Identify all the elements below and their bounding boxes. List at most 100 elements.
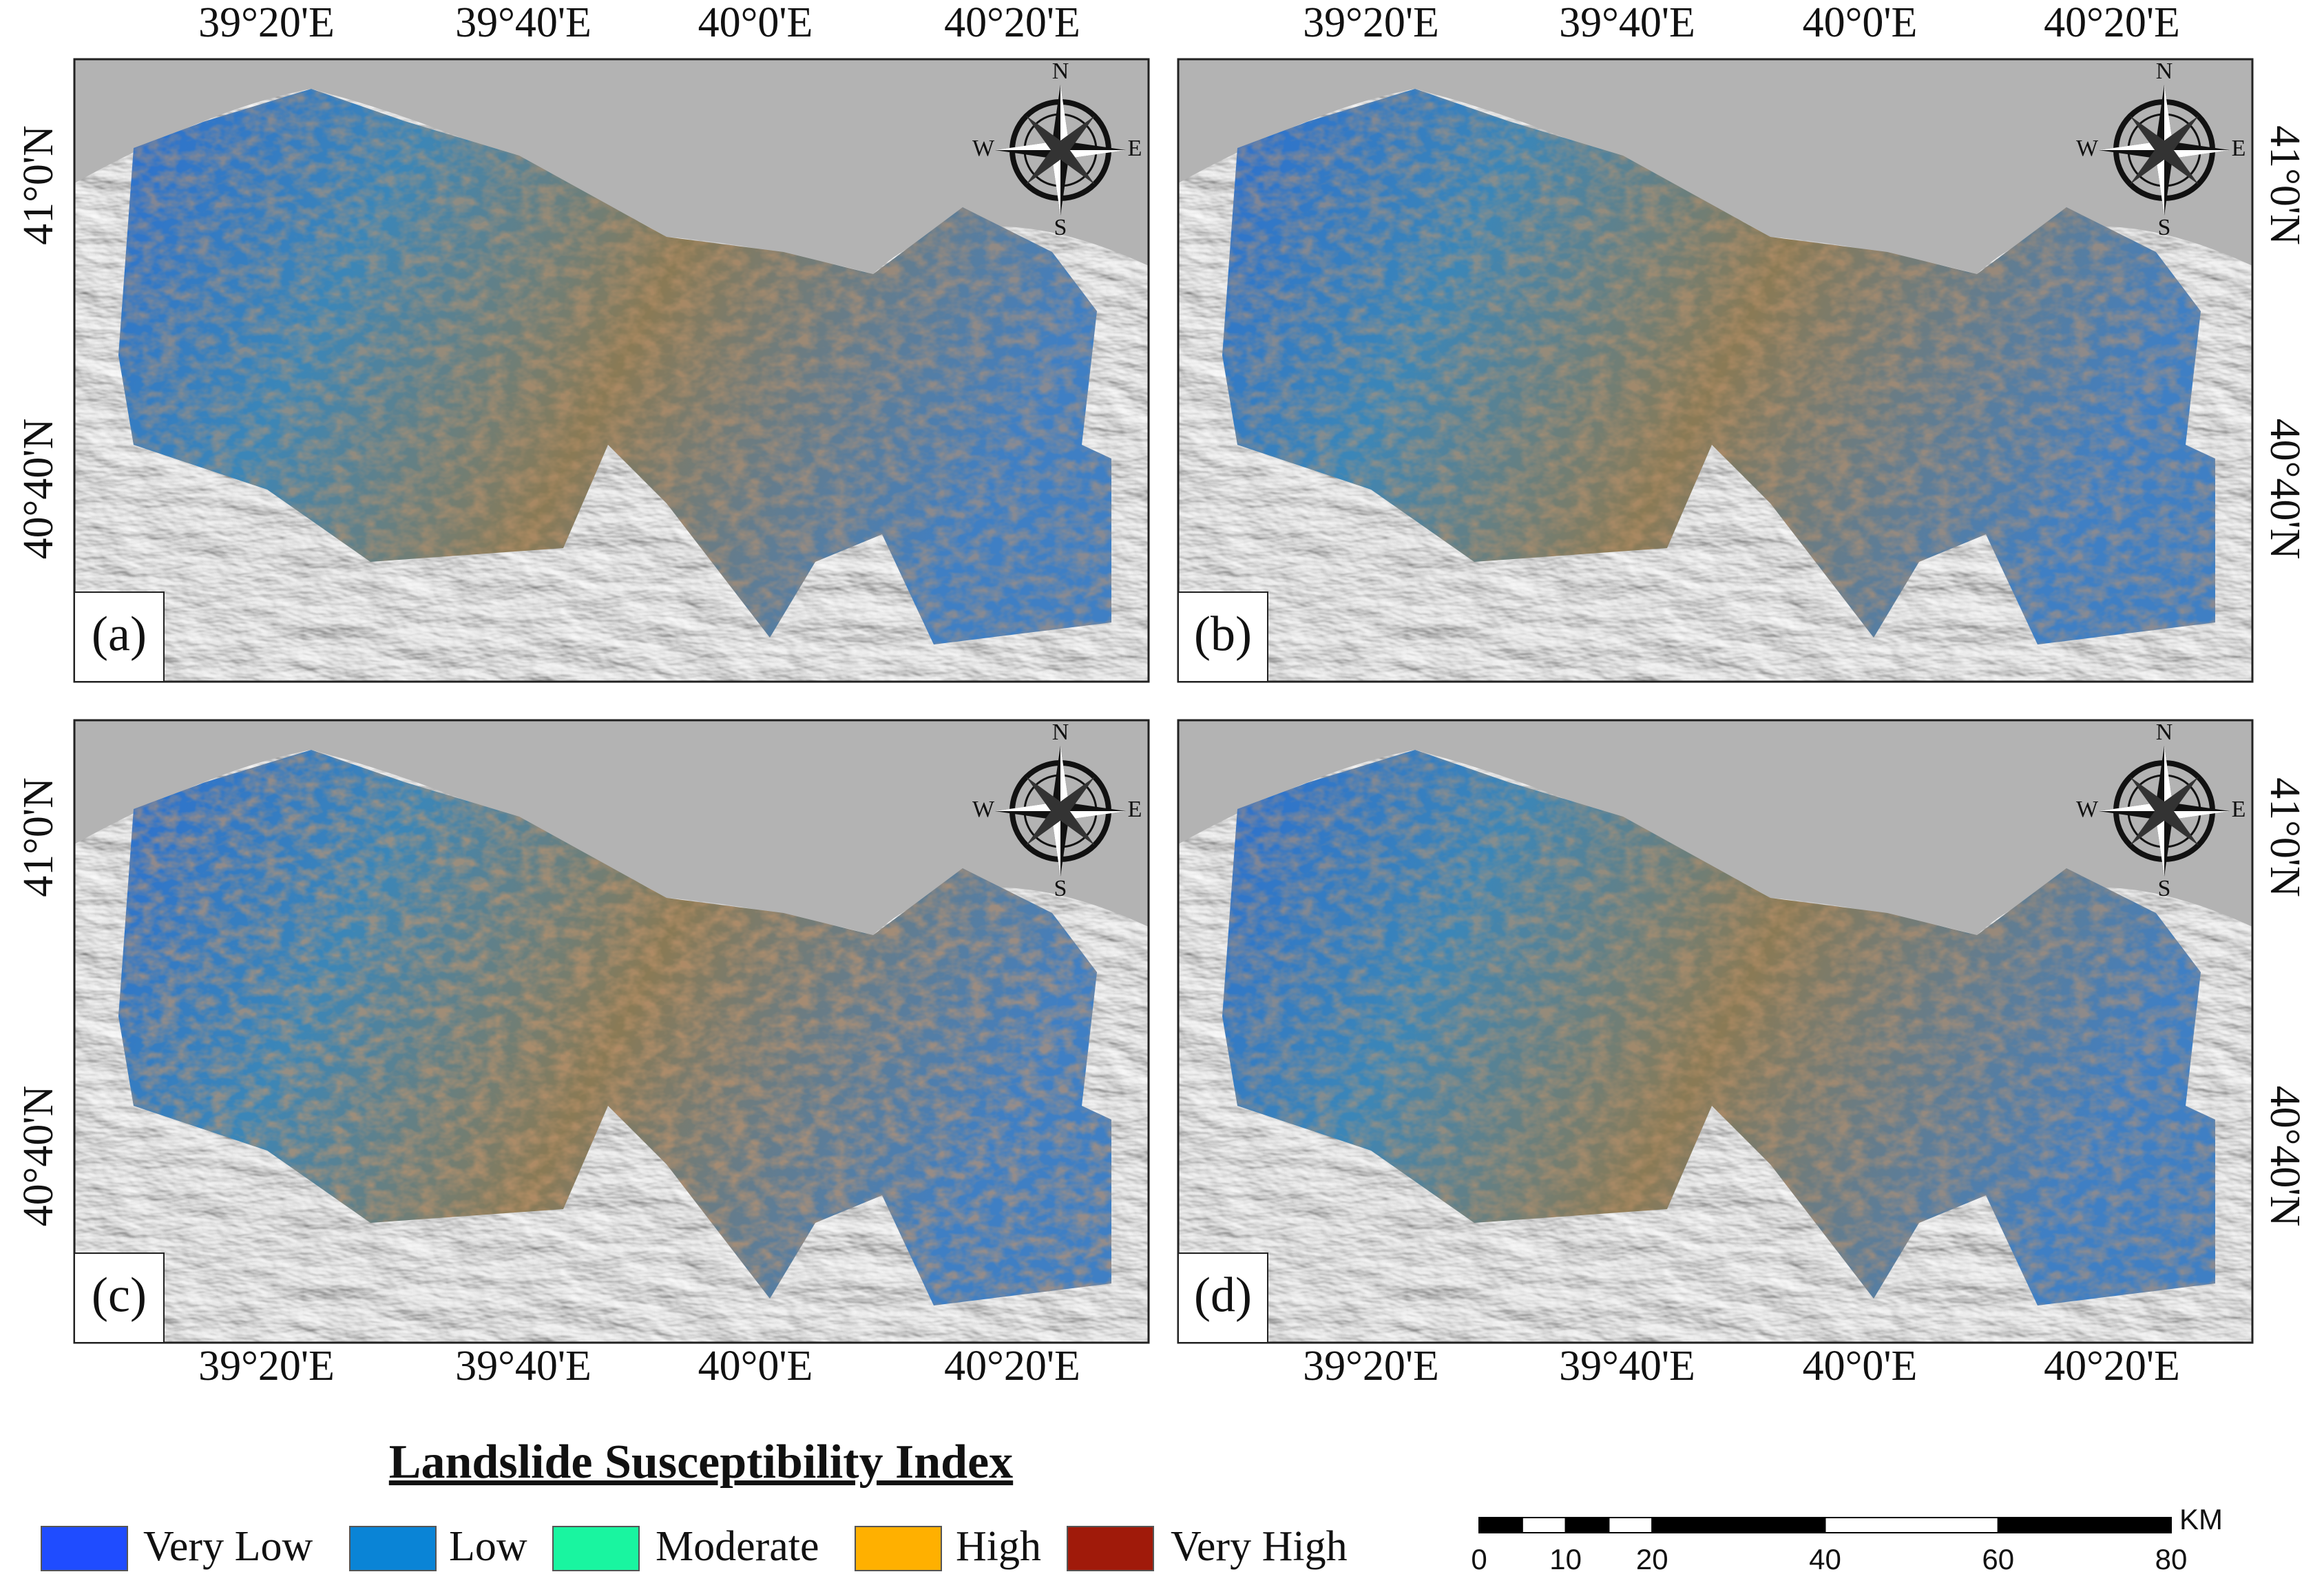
scale-label: 80: [2155, 1543, 2188, 1575]
compass-letter: W: [2076, 797, 2099, 822]
compass-letter: N: [2156, 59, 2173, 84]
panel-frame: [1177, 58, 2254, 683]
compass-letter: E: [2232, 136, 2246, 161]
compass-letter: E: [2232, 797, 2246, 822]
panels: (a) N S E W 39°20'E 39°40'E 40°0'E 40°20'E 41°0'N…: [15, 0, 2308, 1389]
scale-unit: KM: [2179, 1503, 2223, 1535]
map-panel: (a) N S E W: [73, 58, 1150, 683]
longitude-label: 39°40'E: [1559, 1343, 1695, 1389]
compass: N S E W: [972, 720, 1142, 901]
compass: N S E W: [2076, 59, 2246, 240]
latitude-label: 41°0'N: [15, 777, 62, 897]
longitude-label: 40°0'E: [698, 1343, 813, 1389]
compass-letter: N: [2156, 720, 2173, 745]
compass-letter: W: [972, 136, 995, 161]
label-box: [74, 1252, 165, 1343]
compass-letter: W: [2076, 136, 2099, 161]
latitude-label: 41°0'N: [2261, 125, 2308, 245]
panel-frame: [1177, 719, 2254, 1344]
scale-label: 40: [1809, 1543, 1841, 1575]
label-box: [1177, 591, 1268, 682]
scale-label: 0: [1471, 1543, 1487, 1575]
compass-letter: S: [2158, 215, 2171, 240]
compass-star: [1026, 116, 1095, 185]
map-panel: (b) N S E W: [1177, 58, 2254, 683]
longitude-label: 40°0'E: [1803, 1343, 1918, 1389]
map-content: [1178, 59, 2252, 682]
legend-title: Landslide Susceptibility Index: [389, 1436, 1013, 1489]
panel-label: (b): [1194, 607, 1252, 662]
scale-label: 20: [1636, 1543, 1668, 1575]
compass-letter: N: [1052, 59, 1069, 84]
panel-frame: [73, 58, 1150, 683]
legend-swatch: [41, 1526, 128, 1571]
scale-segment: [1564, 1517, 1610, 1533]
latitude-label: 40°40'N: [2261, 1086, 2308, 1227]
compass-star: [2130, 777, 2199, 846]
legend-label: Very High: [1171, 1523, 1348, 1570]
legend-label: High: [956, 1523, 1041, 1570]
latitude-label: 41°0'N: [2261, 777, 2308, 897]
panel-label: (a): [92, 607, 147, 662]
label-box: [1177, 1252, 1268, 1343]
compass-letter: S: [1054, 215, 1067, 240]
longitude-label: 40°20'E: [2044, 0, 2180, 46]
sea: [74, 720, 1149, 935]
label-box: [74, 591, 165, 682]
legend-swatch: [855, 1526, 942, 1571]
compass: N S E W: [2076, 720, 2246, 901]
panel-frame: [73, 719, 1150, 1344]
longitude-label: 39°20'E: [198, 0, 335, 46]
legend-label: Low: [449, 1523, 527, 1570]
scale-segment: [1651, 1517, 1826, 1533]
compass: N S E W: [972, 59, 1142, 240]
compass-letter: N: [1052, 720, 1069, 745]
compass-letter: S: [2158, 876, 2171, 901]
latitude-label: 40°40'N: [15, 1086, 62, 1227]
map-content: [74, 720, 1149, 1343]
scale-segment: [1824, 1517, 1999, 1533]
sea: [1178, 720, 2252, 935]
latitude-label: 40°40'N: [15, 419, 62, 560]
sea: [74, 59, 1149, 274]
longitude-label: 39°40'E: [455, 1343, 592, 1389]
longitude-label: 40°20'E: [944, 0, 1080, 46]
map-panel: (d) N S E W: [1177, 719, 2254, 1344]
compass-star: [2099, 85, 2230, 216]
longitude-label: 39°20'E: [198, 1343, 335, 1389]
compass-letter: W: [972, 797, 995, 822]
scale-segment: [1478, 1517, 1523, 1533]
longitude-label: 40°20'E: [944, 1343, 1080, 1389]
scale-segment: [1997, 1517, 2172, 1533]
sea: [1178, 59, 2252, 274]
longitude-label: 40°20'E: [2044, 1343, 2180, 1389]
map-panel: (c) N S E W: [73, 719, 1150, 1344]
longitude-label: 40°0'E: [1803, 0, 1918, 46]
latitude-label: 41°0'N: [15, 125, 62, 245]
scale-segment: [1521, 1517, 1567, 1533]
longitude-label: 39°20'E: [1303, 1343, 1439, 1389]
compass-letter: E: [1128, 797, 1142, 822]
legend-swatch: [1067, 1526, 1154, 1571]
longitude-label: 39°20'E: [1303, 0, 1439, 46]
scale-label: 60: [1982, 1543, 2014, 1575]
longitude-label: 39°40'E: [1559, 0, 1695, 46]
latitude-label: 40°40'N: [2261, 419, 2308, 560]
panel-label: (d): [1194, 1268, 1252, 1323]
map-content: [1178, 720, 2252, 1343]
compass-star: [2099, 746, 2230, 877]
legend: Landslide Susceptibility Index Very Low Lo…: [41, 1436, 2223, 1575]
compass-star: [2130, 116, 2199, 185]
compass-star: [995, 746, 1126, 877]
legend-label: Moderate: [656, 1523, 819, 1570]
panel-label: (c): [92, 1268, 147, 1323]
compass-star: [1026, 777, 1095, 846]
compass-letter: E: [1128, 136, 1142, 161]
legend-swatch: [552, 1526, 640, 1571]
longitude-label: 39°40'E: [455, 0, 592, 46]
compass-star: [995, 85, 1126, 216]
legend-label: Very Low: [143, 1523, 313, 1570]
scale-label: 10: [1549, 1543, 1582, 1575]
legend-swatch: [349, 1526, 437, 1571]
